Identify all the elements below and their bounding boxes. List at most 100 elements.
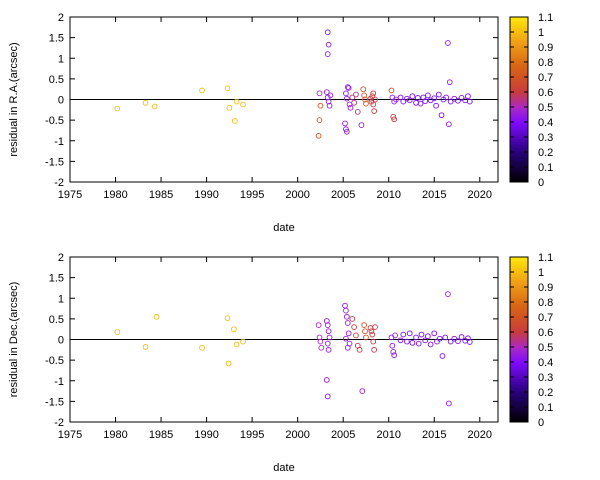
colorbar-band [510,29,528,31]
colorbar-band [510,261,528,264]
colorbar-band [510,260,528,262]
colorbar-band [510,80,528,82]
x-tick-label: 2000 [285,429,309,441]
colorbar-band [510,167,528,169]
y-tick-label: 0.5 [49,74,64,86]
colorbar-band [510,114,528,117]
data-point [397,94,404,101]
data-point [315,322,322,328]
colorbar-tick-label: 0.6 [538,327,553,339]
colorbar-band [510,56,528,58]
colorbar-band [510,17,528,19]
colorbar-band [510,98,528,100]
data-point [400,98,407,105]
data-point [445,40,451,46]
colorbar-band [510,335,528,337]
colorbar-band [510,341,528,343]
colorbar-band [510,162,528,165]
colorbar-frame [509,16,529,183]
data-point [343,307,349,314]
colorbar-band [510,41,528,43]
colorbar-band [510,293,528,295]
data-point [431,95,438,102]
x-axis-label: date [273,222,294,234]
data-point [323,318,330,324]
x-tick-label: 1990 [194,189,218,201]
colorbar-band [510,257,528,259]
data-point [325,346,332,353]
data-point [409,339,416,346]
colorbar-band [510,126,528,129]
colorbar-band [510,321,528,324]
colorbar-band [510,128,528,130]
colorbar-band [510,338,528,340]
colorbar-band [510,267,528,270]
data-point [353,91,359,98]
colorbar-band [510,398,528,400]
colorbar-band [510,410,528,412]
colorbar-band [510,50,528,52]
data-point [199,87,205,94]
colorbar-band [510,314,528,316]
colorbar-band [510,152,528,154]
x-tick-label: 1975 [58,189,82,201]
colorbar-band [510,273,528,276]
data-point [317,102,324,109]
colorbar-band [510,339,528,342]
x-tick-label: 1980 [103,189,127,201]
data-point [404,338,410,345]
data-point [371,346,378,353]
colorbar-band [510,51,528,54]
y-tick-label: 1 [58,293,64,305]
data-point [142,99,149,106]
colorbar-band [510,117,528,120]
colorbar-band [510,402,528,405]
x-tick-label: 2005 [331,189,355,201]
colorbar-band [510,285,528,288]
colorbar-band [510,33,528,36]
x-tick-label: 2020 [468,429,492,441]
data-point [413,334,419,341]
colorbar-tick-label: 0.3 [538,372,553,384]
data-point [363,100,369,107]
data-point [439,353,446,359]
colorbar-band [510,54,528,57]
x-tick-label: 1990 [194,429,218,441]
data-point [447,98,454,105]
colorbar-band [510,288,528,291]
data-point [466,98,473,105]
x-tick-label: 1995 [240,429,264,441]
colorbar-band [510,311,528,313]
colorbar-band [510,69,528,72]
colorbar-band [510,318,528,321]
colorbar-band [510,302,528,304]
colorbar-band [510,144,528,147]
data-point [445,400,452,407]
data-point [392,332,398,339]
colorbar-band [510,264,528,267]
colorbar-band [510,414,528,417]
colorbar-band [510,353,528,355]
colorbar-band [510,53,528,55]
y-tick-label: 1.5 [49,273,64,285]
data-point [435,91,442,98]
colorbar-tick-label: 1.1 [538,12,553,24]
data-point [345,85,352,91]
x-tick-label: 2015 [422,189,446,201]
colorbar-band [510,324,528,327]
data-point [406,97,413,104]
data-point [353,332,359,339]
data-point [400,331,407,338]
colorbar-band [510,170,528,172]
data-point [458,334,465,340]
colorbar-band [510,90,528,93]
colorbar-band [510,282,528,285]
colorbar-band [510,111,528,114]
y-tick-label: -1.5 [45,396,64,408]
colorbar-band [510,165,528,168]
data-point [436,335,443,342]
colorbar-tick-label: 0.4 [538,357,553,369]
colorbar-band [510,263,528,265]
colorbar-band [510,332,528,334]
colorbar-tick-label: 1.1 [538,252,553,264]
